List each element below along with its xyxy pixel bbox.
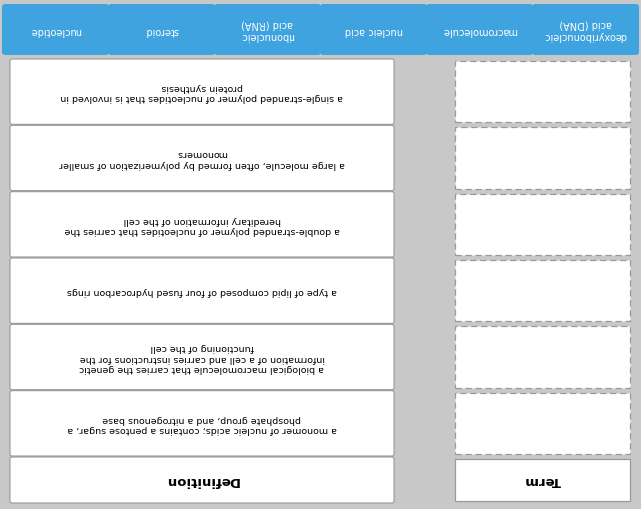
FancyBboxPatch shape xyxy=(2,5,109,56)
Bar xyxy=(455,261,630,322)
FancyBboxPatch shape xyxy=(532,5,639,56)
FancyBboxPatch shape xyxy=(320,5,427,56)
Text: steroid: steroid xyxy=(145,25,178,36)
Text: a single-stranded polymer of nucleotides that is involved in
protein synthesis: a single-stranded polymer of nucleotides… xyxy=(61,83,344,102)
Text: macromolecule: macromolecule xyxy=(442,25,517,36)
FancyBboxPatch shape xyxy=(10,60,394,125)
Bar xyxy=(455,459,630,501)
Text: a biological macromolecule that carries the genetic
information of a cell and ca: a biological macromolecule that carries … xyxy=(79,343,324,372)
Text: a double-stranded polymer of nucleotides that carries the
hereditary information: a double-stranded polymer of nucleotides… xyxy=(64,215,340,235)
Bar xyxy=(455,128,630,189)
Text: a large molecule, often formed by polymerization of smaller
monomers: a large molecule, often formed by polyme… xyxy=(59,149,345,168)
Text: ribonucleic
acid (RNA): ribonucleic acid (RNA) xyxy=(240,20,294,41)
Bar xyxy=(455,62,630,123)
Bar xyxy=(455,393,630,454)
FancyBboxPatch shape xyxy=(10,457,394,503)
Bar xyxy=(455,194,630,256)
FancyBboxPatch shape xyxy=(10,126,394,191)
FancyBboxPatch shape xyxy=(10,192,394,258)
FancyBboxPatch shape xyxy=(108,5,215,56)
FancyBboxPatch shape xyxy=(426,5,533,56)
Bar xyxy=(455,327,630,388)
FancyBboxPatch shape xyxy=(10,391,394,456)
Text: a type of lipid composed of four fused hydrocarbon rings: a type of lipid composed of four fused h… xyxy=(67,287,337,296)
Text: Term: Term xyxy=(524,473,561,487)
Text: Definition: Definition xyxy=(165,473,239,487)
Text: deoxyribonucleic
acid (DNA): deoxyribonucleic acid (DNA) xyxy=(544,20,627,41)
FancyBboxPatch shape xyxy=(214,5,321,56)
Text: a monomer of nucleic acids; contains a pentose sugar, a
phosphate group, and a n: a monomer of nucleic acids; contains a p… xyxy=(67,414,337,433)
Text: nucleotide: nucleotide xyxy=(30,25,81,36)
FancyBboxPatch shape xyxy=(10,259,394,324)
FancyBboxPatch shape xyxy=(10,325,394,390)
Text: nucleic acid: nucleic acid xyxy=(344,25,403,36)
